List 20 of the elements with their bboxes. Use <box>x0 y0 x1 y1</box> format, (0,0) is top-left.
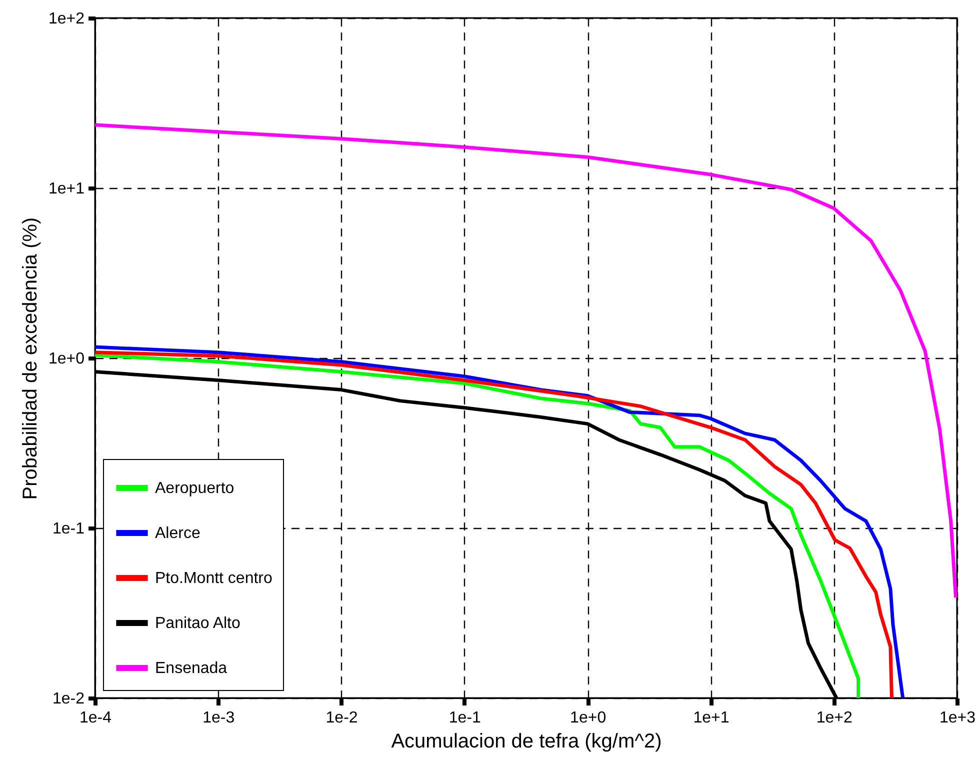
y-tick-label: 1e+0 <box>48 350 85 368</box>
legend-label: Ensenada <box>155 660 228 677</box>
x-tick-label: 1e+1 <box>693 710 730 726</box>
legend-label: Pto.Montt centro <box>155 570 272 587</box>
x-tick-label: 1e+2 <box>816 710 852 726</box>
legend-label: Aeropuerto <box>155 480 234 497</box>
x-tick-label: 1e-1 <box>448 710 482 726</box>
y-tick-label: 1e-1 <box>52 520 85 538</box>
y-axis-title: Probabilidad de excedencia (%) <box>19 217 42 500</box>
legend-label: Alerce <box>155 525 200 542</box>
y-tick-label: 1e-2 <box>52 690 85 708</box>
legend-label: Panitao Alto <box>155 615 240 632</box>
x-axis-title: Acumulacion de tefra (kg/m^2) <box>391 730 662 752</box>
x-tick-label: 1e+3 <box>939 710 976 726</box>
x-tick-label: 1e+0 <box>570 710 606 726</box>
x-tick-label: 1e-4 <box>79 710 112 726</box>
x-tick-label: 1e-2 <box>326 710 358 726</box>
y-tick-label: 1e+2 <box>48 10 85 28</box>
y-tick-label: 1e+1 <box>48 180 85 198</box>
x-tick-label: 1e-3 <box>202 710 235 726</box>
